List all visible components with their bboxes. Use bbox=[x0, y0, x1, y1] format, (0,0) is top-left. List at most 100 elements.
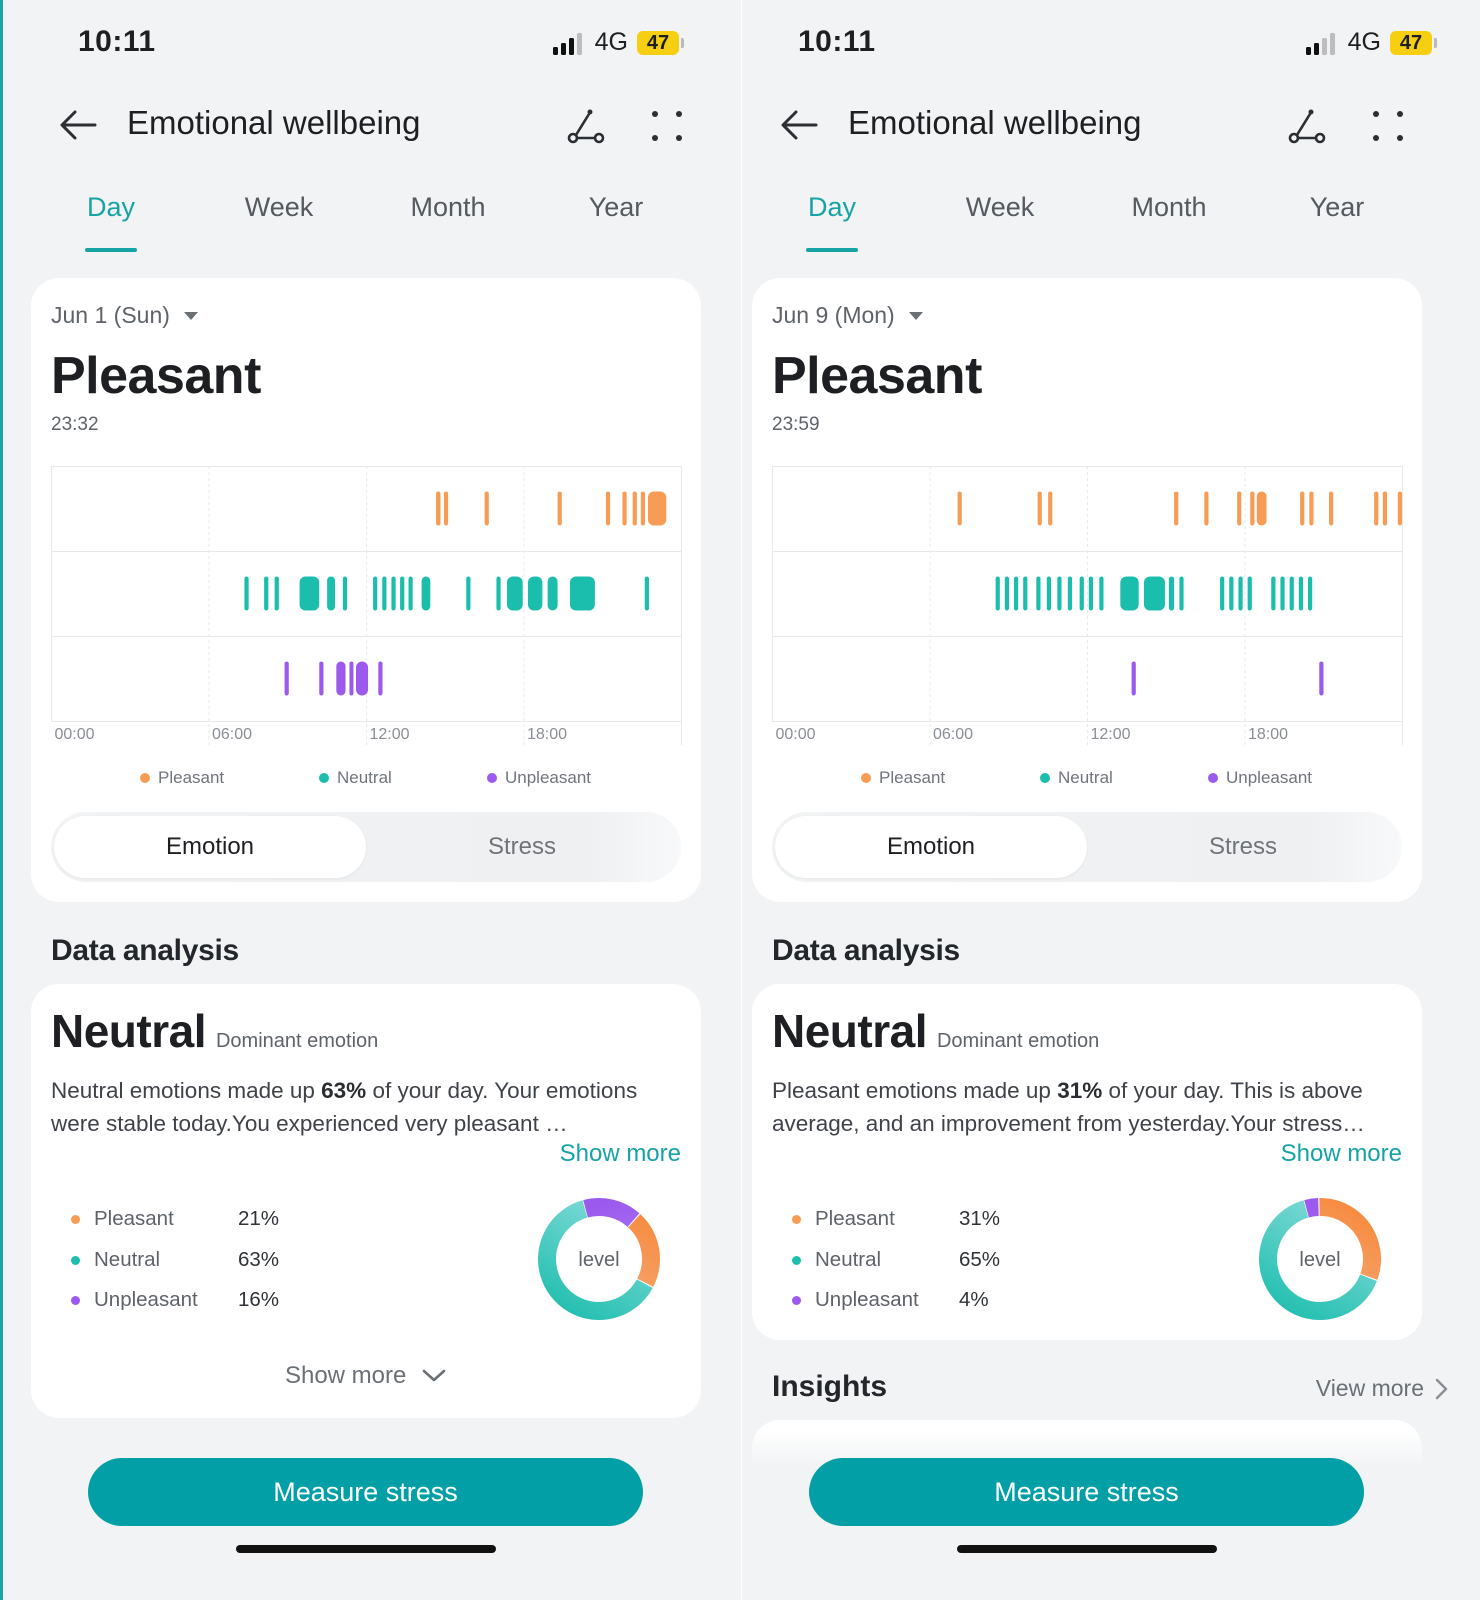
stress-toggle-button[interactable]: Stress bbox=[1208, 833, 1277, 860]
left-edge-strip bbox=[0, 0, 3, 1600]
dominant-emotion-label: Dominant emotion bbox=[215, 1030, 379, 1052]
donut-pleasant-segment bbox=[538, 1198, 660, 1320]
unpleasant-event-bar bbox=[336, 661, 346, 696]
legend-pleasant: Pleasant bbox=[140, 768, 224, 788]
neutral-dot-icon bbox=[319, 773, 329, 783]
dominant-emotion: Neutral Dominant emotion bbox=[51, 1004, 378, 1058]
tab-week[interactable]: Week bbox=[965, 192, 1035, 222]
tab-day[interactable]: Day bbox=[807, 192, 856, 222]
neutral-event-bar bbox=[1004, 576, 1010, 611]
chart-grid bbox=[772, 466, 1403, 745]
neutral-event-bar bbox=[1143, 576, 1165, 611]
tab-week[interactable]: Week bbox=[244, 192, 314, 222]
neutral-event-bar bbox=[1023, 576, 1028, 611]
tab-year[interactable]: Year bbox=[588, 192, 644, 222]
emotion-stress-toggle: Emotion Stress bbox=[51, 812, 681, 882]
neutral-event-bar bbox=[1079, 576, 1084, 611]
neutral-event-bar bbox=[1289, 576, 1294, 611]
view-more-link[interactable]: View more bbox=[1316, 1375, 1450, 1402]
x-tick-label: 18:00 bbox=[1248, 726, 1288, 743]
neutral-event-bar bbox=[244, 576, 249, 611]
neutral-event-bar bbox=[1067, 576, 1073, 611]
neutral-event-bar bbox=[1238, 576, 1243, 611]
donut-center-label: level bbox=[578, 1249, 619, 1271]
unpleasant-event-bar bbox=[356, 661, 369, 696]
breakdown-row-pleasant: Pleasant 21% bbox=[71, 1204, 279, 1234]
unpleasant-event-bar bbox=[378, 661, 383, 696]
view-more-label: View more bbox=[1315, 1375, 1424, 1401]
pleasant-event-bar bbox=[443, 491, 449, 526]
neutral-event-bar bbox=[496, 576, 501, 611]
pleasant-dot-icon bbox=[861, 773, 871, 783]
tab-year[interactable]: Year bbox=[1309, 192, 1365, 222]
pleasant-event-bar bbox=[632, 491, 637, 526]
back-arrow-icon[interactable] bbox=[776, 102, 826, 148]
date-selector[interactable]: Jun 1 (Sun) bbox=[51, 302, 198, 329]
date-selector[interactable]: Jun 9 (Mon) bbox=[772, 302, 923, 329]
status-bar: 10:11 4G 47 bbox=[742, 22, 1480, 62]
expand-show-more-label: Show more bbox=[284, 1362, 407, 1389]
more-dots-icon[interactable] bbox=[643, 104, 691, 148]
emotion-timeline-chart: 00:00 06:00 12:00 18:00 bbox=[51, 466, 682, 745]
pleasant-event-bar bbox=[1397, 491, 1402, 526]
pleasant-event-bar bbox=[1300, 491, 1305, 526]
emotion-level-donut: level bbox=[1259, 1198, 1381, 1320]
dominant-emotion-label: Dominant emotion bbox=[936, 1030, 1100, 1052]
neutral-event-bar bbox=[299, 576, 320, 611]
route-icon[interactable] bbox=[1284, 104, 1332, 148]
neutral-event-bar bbox=[1046, 576, 1052, 611]
neutral-event-bar bbox=[547, 576, 558, 611]
measure-stress-button[interactable]: Measure stress bbox=[88, 1458, 643, 1526]
pleasant-event-bar bbox=[622, 491, 627, 526]
breakdown-row-unpleasant: Unpleasant 16% bbox=[71, 1285, 279, 1315]
show-more-link[interactable]: Show more bbox=[1280, 1140, 1402, 1167]
neutral-event-bar bbox=[400, 576, 405, 611]
neutral-event-bar bbox=[1168, 576, 1175, 611]
emotion-card: Jun 9 (Mon) Pleasant 23:59 00:00 06:00 12:… bbox=[752, 278, 1422, 902]
legend-unpleasant: Unpleasant bbox=[487, 768, 591, 788]
x-tick-label: 00:00 bbox=[776, 726, 816, 743]
tab-day[interactable]: Day bbox=[86, 192, 135, 222]
emotion-toggle-button[interactable]: Emotion bbox=[54, 816, 366, 878]
insights-heading: Insights bbox=[772, 1370, 888, 1403]
neutral-dot-icon bbox=[71, 1255, 80, 1265]
measure-stress-button[interactable]: Measure stress bbox=[809, 1458, 1364, 1526]
route-icon[interactable] bbox=[563, 104, 611, 148]
status-icons: 4G 47 bbox=[1305, 28, 1437, 57]
back-arrow-icon[interactable] bbox=[55, 102, 105, 148]
neutral-event-bar bbox=[1088, 576, 1094, 611]
chevron-right-icon bbox=[1435, 1378, 1448, 1399]
current-emotion: Pleasant bbox=[51, 347, 261, 405]
legend-unpleasant: Unpleasant bbox=[1208, 768, 1312, 788]
date-label: Jun 9 (Mon) bbox=[772, 302, 895, 328]
emotion-stress-toggle: Emotion Stress bbox=[772, 812, 1402, 882]
neutral-event-bar bbox=[569, 576, 595, 611]
tab-month[interactable]: Month bbox=[1131, 192, 1207, 222]
status-icons: 4G 47 bbox=[552, 28, 684, 57]
unpleasant-dot-icon bbox=[487, 773, 497, 783]
tab-month[interactable]: Month bbox=[410, 192, 486, 222]
pleasant-event-bar bbox=[957, 491, 962, 526]
breakdown-percent: 63% bbox=[238, 1248, 280, 1271]
chart-legend: Pleasant Neutral Unpleasant bbox=[752, 768, 1422, 798]
chart-grid bbox=[51, 466, 682, 745]
page-title: Emotional wellbeing bbox=[848, 104, 1142, 141]
breakdown-percent: 65% bbox=[959, 1248, 1001, 1271]
show-more-link[interactable]: Show more bbox=[559, 1140, 681, 1167]
summary-highlight: 31% bbox=[1057, 1078, 1103, 1103]
data-analysis-heading: Data analysis bbox=[772, 934, 960, 967]
emotion-time: 23:59 bbox=[772, 414, 820, 435]
unpleasant-dot-icon bbox=[71, 1295, 80, 1305]
pleasant-event-bar bbox=[1174, 491, 1179, 526]
neutral-event-bar bbox=[1014, 576, 1019, 611]
battery-icon: 47 bbox=[637, 30, 684, 55]
more-dots-icon[interactable] bbox=[1364, 104, 1412, 148]
expand-show-more[interactable]: Show more bbox=[31, 1362, 701, 1390]
emotion-card: Jun 1 (Sun) Pleasant 23:32 00:00 06:00 12:… bbox=[31, 278, 701, 902]
stress-toggle-button[interactable]: Stress bbox=[487, 833, 556, 860]
page-title: Emotional wellbeing bbox=[127, 104, 421, 141]
pleasant-event-bar bbox=[1309, 491, 1314, 526]
emotion-toggle-button[interactable]: Emotion bbox=[775, 816, 1087, 878]
neutral-event-bar bbox=[1308, 576, 1313, 611]
x-tick-label: 06:00 bbox=[933, 726, 973, 743]
